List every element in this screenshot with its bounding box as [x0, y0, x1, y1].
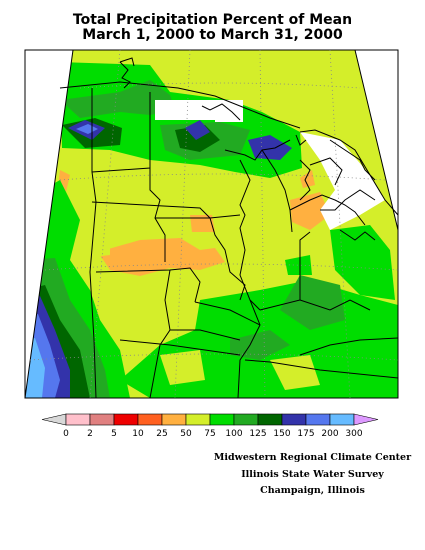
- credit-line-2: Illinois State Water Survey: [241, 469, 384, 480]
- legend-arrow-low: [41, 413, 67, 426]
- legend-label: 150: [273, 429, 290, 439]
- legend-swatch: [281, 413, 307, 426]
- legend-label: 50: [180, 429, 192, 439]
- legend-label: 100: [225, 429, 242, 439]
- legend-label: 2: [87, 429, 93, 439]
- legend-label: 25: [156, 429, 167, 439]
- credit-line-1: Midwestern Regional Climate Center: [213, 452, 412, 463]
- legend-swatch: [305, 413, 331, 426]
- legend-swatch: [161, 413, 187, 426]
- legend-swatch: [113, 413, 139, 426]
- legend-swatch: [209, 413, 235, 426]
- legend-swatch: [329, 413, 355, 426]
- precip-field: [25, 50, 398, 398]
- credit-line-3: Champaign, Illinois: [260, 485, 365, 496]
- legend-swatch: [257, 413, 283, 426]
- legend-arrow-high: [353, 413, 379, 426]
- legend-label: 175: [297, 429, 314, 439]
- legend-label: 125: [249, 429, 266, 439]
- legend-label: 0: [63, 429, 69, 439]
- legend-swatch: [137, 413, 163, 426]
- legend-swatch: [89, 413, 115, 426]
- map-title: Total Precipitation Percent of Mean: [72, 12, 353, 28]
- legend-label: 10: [132, 429, 144, 439]
- graticule: [29, 49, 399, 399]
- boundaries: [59, 57, 399, 399]
- map-subtitle: March 1, 2000 to March 31, 2000: [82, 27, 343, 43]
- legend-label: 75: [204, 429, 215, 439]
- legend-swatch: [185, 413, 211, 426]
- legend-swatch: [65, 413, 91, 426]
- legend-label: 5: [111, 429, 117, 439]
- legend-label: 200: [321, 429, 338, 439]
- legend-swatch: [233, 413, 259, 426]
- legend-label: 300: [345, 429, 362, 439]
